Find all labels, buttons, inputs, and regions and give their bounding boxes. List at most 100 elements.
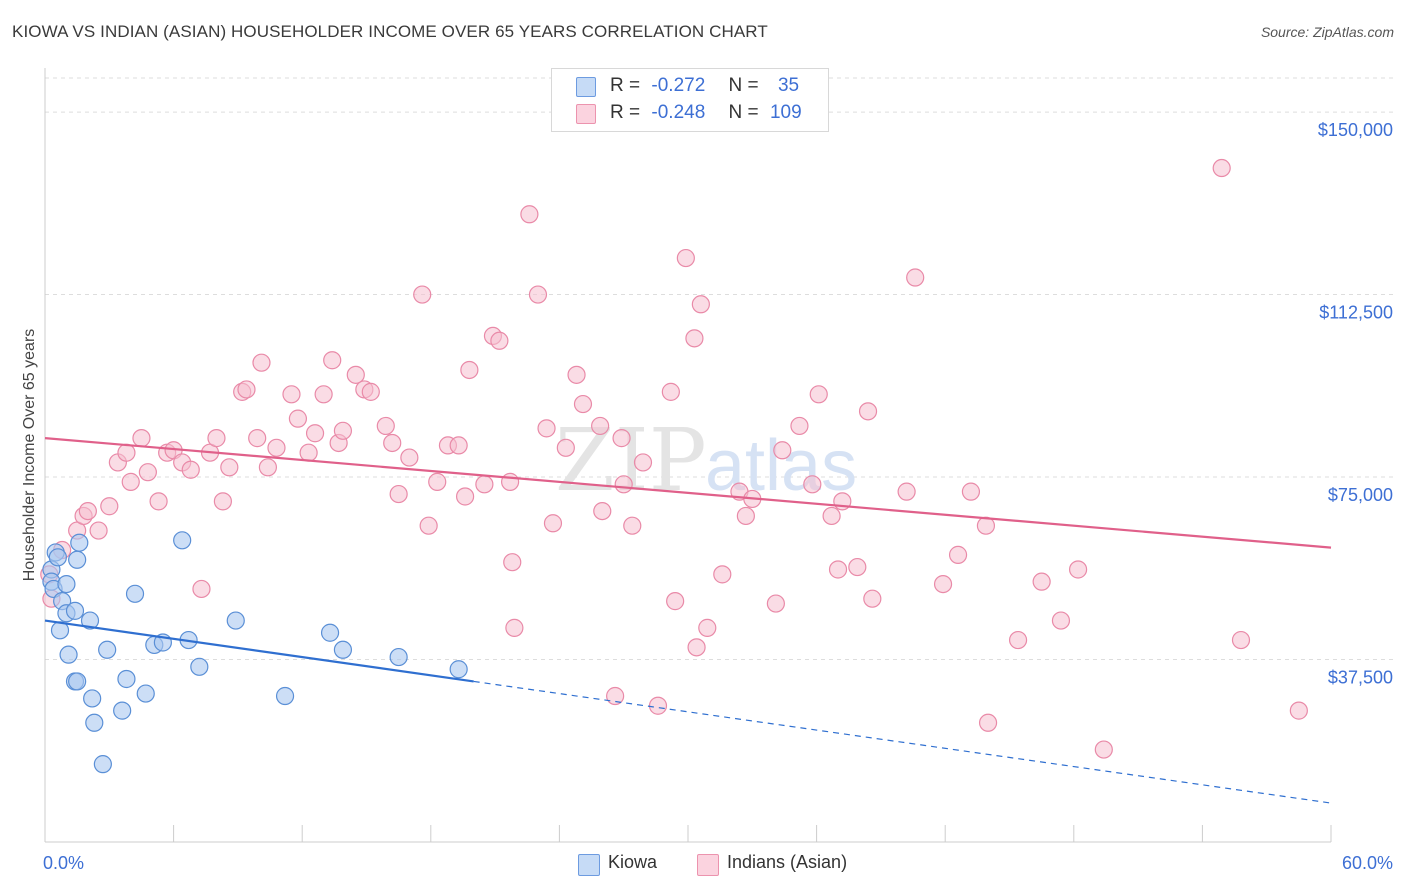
- legend-kiowa-n: 35: [777, 75, 800, 96]
- indians-point: [687, 638, 706, 657]
- indians-point: [858, 402, 878, 421]
- indians-point: [475, 475, 494, 494]
- kiowa-point: [80, 611, 100, 630]
- indians-point: [267, 438, 286, 457]
- indians-point: [428, 472, 447, 491]
- indians-point: [490, 331, 509, 350]
- kiowa-trend-line: [44, 619, 474, 683]
- kiowa-points: [42, 531, 468, 774]
- indians-point: [933, 574, 953, 594]
- indians-trend-line: [44, 437, 1332, 549]
- kiowa-point: [65, 601, 85, 620]
- watermark-zip: ZIP: [555, 411, 707, 511]
- indians-point: [288, 409, 308, 428]
- indians-point: [614, 475, 633, 494]
- indians-point: [282, 385, 301, 404]
- kiowa-point: [125, 584, 145, 603]
- indians-point: [897, 482, 916, 501]
- kiowa-point: [333, 640, 353, 659]
- indians-point: [181, 460, 200, 479]
- indians-point: [766, 594, 785, 613]
- indians-point: [248, 429, 267, 448]
- indians-point: [346, 365, 365, 384]
- kiowa-point: [59, 645, 78, 664]
- indians-point: [528, 285, 548, 304]
- indians-point: [323, 351, 342, 370]
- legend-r-label: R =: [610, 102, 641, 123]
- kiowa-point: [57, 574, 76, 594]
- x-tick-label-max: 60.0%: [1342, 853, 1393, 873]
- indians-point: [89, 521, 108, 540]
- x-tick-label-min: 0.0%: [43, 853, 84, 873]
- kiowa-legend-swatch: [578, 854, 600, 876]
- y-axis-title: Householder Income Over 65 years: [21, 328, 38, 582]
- indians-point: [906, 268, 925, 287]
- tick-label-layer: $37,500 $75,000 $112,500 $150,000 0.0% 60.0%: [43, 120, 1393, 873]
- indians-point: [501, 472, 520, 491]
- indians-point: [803, 475, 822, 494]
- kiowa-point: [190, 657, 209, 676]
- indians-point: [449, 436, 468, 455]
- indians-points: [40, 158, 1308, 759]
- indians-point: [961, 482, 981, 501]
- kiowa-point: [136, 684, 155, 703]
- indians-point: [593, 501, 612, 521]
- legend-indians-n: 109: [769, 102, 802, 123]
- indians-point: [361, 382, 380, 401]
- indians-point: [305, 424, 325, 443]
- legend-indians-text: R = -0.248 N = 109: [610, 102, 802, 124]
- indians-point: [648, 696, 668, 715]
- kiowa-point: [113, 701, 132, 720]
- chart-title: KIOWA VS INDIAN (ASIAN) HOUSEHOLDER INCO…: [12, 22, 768, 41]
- indians-point: [213, 492, 232, 511]
- legend-n-label: N =: [728, 102, 759, 123]
- indians-point: [149, 492, 168, 511]
- indians-legend-swatch: [697, 854, 719, 876]
- kiowa-point: [117, 669, 136, 689]
- kiowa-legend-label: Kiowa: [608, 852, 658, 872]
- indians-point: [1094, 740, 1113, 759]
- indians-point: [537, 419, 556, 438]
- legend-kiowa-r: -0.272: [651, 75, 706, 96]
- indians-point: [1051, 611, 1071, 630]
- indians-point: [713, 565, 732, 584]
- indians-point: [661, 382, 680, 401]
- indians-point: [252, 353, 271, 372]
- indians-point: [567, 365, 586, 384]
- kiowa-point: [70, 533, 89, 552]
- indians-point: [543, 514, 563, 533]
- indians-point: [333, 421, 353, 440]
- indians-point: [1289, 701, 1308, 720]
- indians-point: [419, 516, 438, 535]
- indians-point: [520, 205, 539, 224]
- indians-point: [948, 545, 968, 564]
- indians-legend-label: Indians (Asian): [727, 852, 848, 872]
- kiowa-point: [389, 647, 408, 667]
- indians-point: [413, 285, 432, 304]
- indians-point: [666, 592, 685, 611]
- legend-n-label: N =: [728, 75, 759, 96]
- stats-legend: R = -0.272 N = 35 R = -0.248 N = 109: [551, 68, 829, 132]
- indians-point: [400, 448, 419, 467]
- indians-point: [100, 497, 119, 516]
- indians-point: [698, 618, 717, 637]
- indians-point: [1032, 572, 1051, 591]
- legend-r-label: R =: [610, 75, 641, 96]
- indians-point: [1068, 560, 1088, 579]
- kiowa-point: [275, 686, 295, 706]
- indians-swatch: [576, 104, 596, 124]
- kiowa-point: [449, 660, 468, 679]
- indians-point: [822, 506, 841, 526]
- indians-point: [736, 506, 755, 526]
- kiowa-trend-extension: [473, 680, 1332, 804]
- watermark: ZIP atlas: [555, 411, 857, 511]
- kiowa-point: [93, 755, 112, 774]
- indians-point: [623, 516, 642, 535]
- indians-point: [192, 579, 211, 599]
- kiowa-point: [83, 689, 102, 708]
- indians-point: [1231, 630, 1251, 650]
- indians-point: [78, 501, 97, 521]
- indians-point: [685, 329, 704, 348]
- indians-point: [606, 686, 625, 706]
